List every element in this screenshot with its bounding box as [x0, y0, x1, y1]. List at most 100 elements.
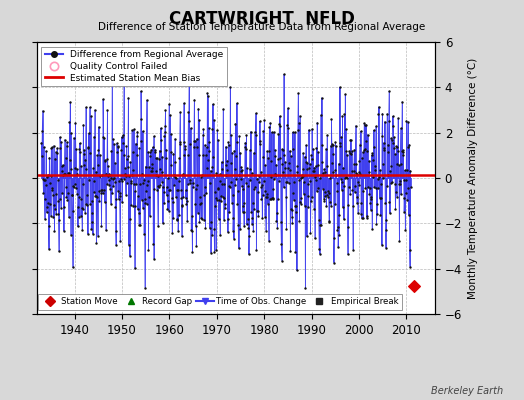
Point — [293, 126, 302, 133]
Point — [89, 231, 97, 237]
Point — [361, 146, 369, 152]
Point — [184, 109, 193, 116]
Point — [208, 232, 216, 238]
Point — [259, 128, 267, 134]
Point — [287, 153, 295, 159]
Point — [295, 177, 303, 183]
Point — [204, 156, 212, 163]
Point — [373, 211, 381, 217]
Point — [225, 209, 233, 216]
Point — [406, 264, 414, 270]
Point — [328, 160, 336, 166]
Point — [331, 166, 339, 173]
Point — [372, 123, 380, 130]
Point — [148, 164, 156, 171]
Point — [90, 133, 98, 140]
Point — [101, 157, 109, 164]
Point — [114, 144, 123, 150]
Point — [342, 174, 350, 180]
Point — [402, 190, 410, 196]
Point — [309, 146, 318, 152]
Point — [163, 198, 172, 204]
Point — [43, 203, 51, 210]
Point — [146, 213, 154, 219]
Point — [307, 198, 315, 204]
Point — [129, 167, 137, 173]
Point — [154, 172, 162, 179]
Point — [227, 179, 236, 185]
Y-axis label: Monthly Temperature Anomaly Difference (°C): Monthly Temperature Anomaly Difference (… — [467, 57, 477, 299]
Point — [335, 212, 344, 218]
Point — [237, 164, 245, 170]
Point — [291, 249, 300, 255]
Point — [314, 149, 323, 155]
Point — [106, 186, 114, 192]
Point — [109, 183, 117, 189]
Point — [282, 226, 291, 232]
Point — [160, 188, 168, 195]
Point — [189, 184, 197, 190]
Point — [343, 151, 351, 158]
Point — [245, 166, 254, 172]
Point — [361, 122, 369, 128]
Point — [256, 140, 264, 147]
Point — [257, 196, 266, 202]
Point — [127, 202, 135, 208]
Point — [200, 217, 209, 223]
Point — [136, 138, 145, 145]
Point — [97, 222, 106, 229]
Point — [194, 210, 202, 216]
Point — [199, 132, 207, 138]
Point — [309, 168, 317, 174]
Point — [161, 107, 170, 114]
Point — [141, 200, 149, 206]
Point — [225, 183, 234, 189]
Point — [211, 203, 219, 209]
Point — [338, 178, 346, 185]
Point — [65, 170, 73, 176]
Point — [203, 93, 212, 99]
Point — [118, 178, 127, 184]
Point — [236, 226, 244, 232]
Point — [47, 145, 56, 151]
Point — [221, 204, 229, 211]
Point — [141, 163, 150, 170]
Point — [114, 143, 122, 150]
Point — [363, 213, 371, 219]
Point — [405, 142, 413, 148]
Point — [148, 161, 157, 168]
Point — [219, 194, 227, 200]
Point — [173, 217, 181, 224]
Point — [42, 209, 51, 216]
Point — [294, 120, 303, 126]
Point — [266, 120, 275, 126]
Point — [51, 155, 59, 162]
Point — [190, 96, 199, 103]
Point — [167, 131, 175, 137]
Point — [402, 197, 411, 203]
Point — [325, 218, 333, 224]
Point — [365, 191, 374, 198]
Point — [196, 194, 204, 200]
Point — [140, 196, 149, 202]
Point — [139, 205, 147, 211]
Point — [69, 182, 78, 189]
Point — [78, 205, 86, 212]
Point — [150, 186, 159, 193]
Point — [358, 188, 367, 194]
Point — [138, 197, 146, 203]
Point — [263, 190, 271, 197]
Point — [396, 180, 405, 187]
Point — [345, 150, 354, 156]
Point — [215, 196, 223, 203]
Point — [359, 147, 368, 153]
Point — [311, 174, 320, 181]
Point — [71, 120, 80, 126]
Point — [377, 242, 386, 248]
Point — [43, 174, 51, 180]
Point — [185, 80, 193, 87]
Point — [236, 150, 244, 156]
Point — [74, 194, 83, 200]
Point — [102, 170, 111, 177]
Point — [223, 229, 232, 235]
